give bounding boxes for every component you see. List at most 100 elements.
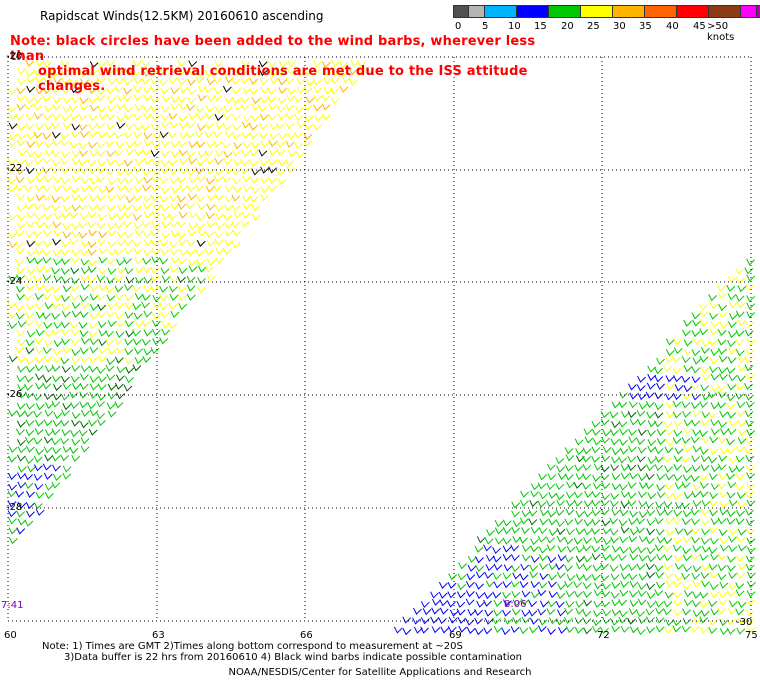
wind-barb (43, 285, 53, 293)
wind-barb (646, 547, 656, 555)
wind-barb (530, 591, 540, 599)
wind-barb (673, 375, 682, 383)
wind-barb (484, 609, 494, 617)
wind-barb (132, 329, 141, 337)
wind-barb (735, 483, 745, 491)
wind-barb (123, 94, 133, 103)
wind-barb (249, 123, 259, 131)
wind-barb (681, 625, 691, 633)
colorbar-swatch (677, 5, 709, 18)
wind-barb (537, 482, 547, 490)
wind-barb (591, 553, 601, 561)
wind-barb (600, 562, 609, 570)
wind-barb (78, 159, 88, 167)
wind-barb (205, 105, 215, 113)
wind-barb (735, 276, 745, 285)
wind-barb (520, 563, 530, 571)
wind-barb (692, 483, 702, 491)
wind-barb (53, 294, 63, 302)
wind-barb (654, 517, 664, 525)
wind-barb (51, 86, 61, 94)
colorbar-swatch (613, 5, 645, 18)
wind-barb (547, 556, 557, 564)
wind-barb (16, 103, 26, 111)
wind-barb (15, 241, 24, 249)
wind-barb (231, 149, 241, 157)
wind-barb (683, 599, 693, 607)
wind-barb (303, 133, 313, 141)
wind-barb (35, 448, 45, 456)
wind-barb (69, 238, 79, 246)
wind-barb (736, 627, 746, 635)
wind-barb (358, 68, 367, 76)
wind-barb (709, 591, 719, 599)
wind-barb (438, 591, 448, 599)
wind-barb (159, 285, 169, 293)
wind-barb (673, 591, 683, 599)
wind-barb (321, 113, 331, 121)
wind-barb (467, 609, 477, 617)
wind-barb (98, 347, 108, 355)
wind-barb (583, 428, 593, 436)
wind-barb (483, 592, 493, 600)
wind-barb (143, 329, 153, 337)
wind-barb (26, 220, 35, 228)
wind-barb (611, 599, 621, 607)
wind-barb (718, 436, 727, 444)
wind-barb (691, 455, 701, 463)
wind-barb (206, 239, 216, 248)
wind-barb (555, 457, 565, 465)
wind-barb (61, 429, 71, 437)
wind-barb (611, 483, 621, 491)
wind-barb (33, 455, 43, 463)
wind-barb (654, 447, 664, 455)
wind-barb (728, 331, 737, 339)
wind-barb (638, 535, 648, 543)
wind-barb (107, 78, 117, 86)
wind-barb (89, 61, 99, 69)
wind-barb (682, 518, 691, 526)
wind-barb (89, 346, 99, 354)
wind-barb (673, 609, 683, 617)
wind-barb (565, 590, 575, 598)
wind-barb (547, 473, 557, 481)
wind-barb (179, 122, 188, 130)
wind-barb (530, 490, 540, 498)
wind-barb (53, 473, 62, 481)
wind-barb (557, 545, 567, 553)
wind-barb (313, 104, 323, 112)
wind-barb (53, 77, 63, 85)
wind-barb (88, 130, 98, 138)
wind-barb (80, 356, 90, 364)
wind-barb (672, 580, 682, 588)
wind-barb (744, 490, 754, 498)
wind-barb (267, 87, 277, 95)
wind-barb (160, 186, 170, 194)
wind-barb (17, 420, 26, 428)
wind-barb (186, 103, 196, 112)
wind-barb (475, 556, 484, 564)
wind-barb (133, 113, 143, 121)
wind-barb (44, 105, 54, 113)
wind-barb (502, 519, 512, 527)
lat-label-20: -20 (6, 51, 23, 62)
wind-barb (224, 239, 234, 247)
wind-barb (502, 572, 512, 580)
wind-barb (16, 205, 26, 213)
wind-barb (303, 86, 313, 94)
colorbar-label: 15 (534, 21, 547, 32)
wind-barb (196, 69, 206, 78)
wind-barb (33, 410, 43, 418)
wind-barb (88, 184, 98, 192)
wind-barb (44, 483, 54, 491)
wind-barb (97, 311, 106, 319)
wind-barb (35, 403, 45, 411)
wind-barb (269, 122, 279, 131)
wind-barb (628, 518, 638, 526)
wind-barb (664, 356, 674, 364)
colorbar-label: 35 (639, 21, 652, 32)
wind-barb (141, 320, 151, 328)
wind-barb (583, 528, 593, 536)
wind-barb (51, 113, 61, 121)
time-label-first: 7:41 (1, 600, 24, 611)
